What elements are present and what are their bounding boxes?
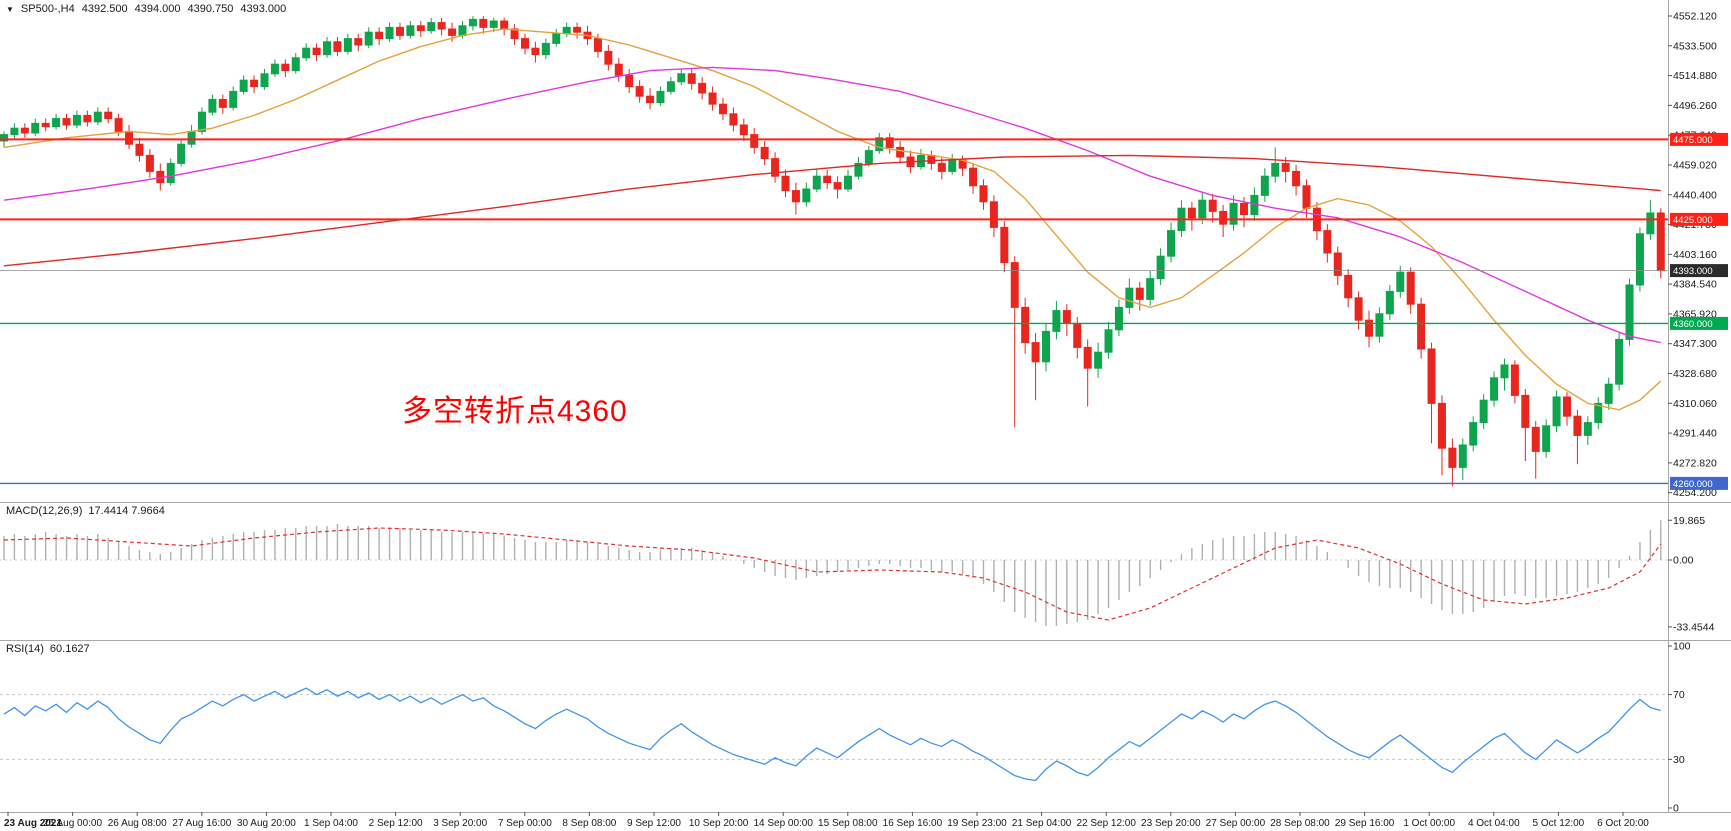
svg-text:4393.000: 4393.000 — [1673, 266, 1713, 277]
svg-text:23 Aug 2021: 23 Aug 2021 — [4, 818, 62, 829]
symbol-dropdown-icon[interactable]: ▼ — [6, 4, 14, 14]
macd-values: 17.4414 7.9664 — [88, 505, 165, 517]
svg-text:21 Sep 04:00: 21 Sep 04:00 — [1012, 818, 1072, 829]
svg-text:4272.820: 4272.820 — [1673, 457, 1717, 469]
svg-text:19.865: 19.865 — [1673, 515, 1705, 527]
svg-text:4310.060: 4310.060 — [1673, 398, 1717, 410]
svg-text:1 Sep 04:00: 1 Sep 04:00 — [304, 818, 358, 829]
svg-text:8 Sep 08:00: 8 Sep 08:00 — [562, 818, 616, 829]
quote-open: 4392.500 — [81, 3, 128, 15]
svg-text:4425.000: 4425.000 — [1673, 215, 1713, 226]
ma-fast-line — [3, 28, 1662, 411]
candles-layer — [0, 16, 1665, 487]
quote-close: 4393.000 — [240, 3, 287, 15]
svg-text:27 Sep 00:00: 27 Sep 00:00 — [1206, 818, 1266, 829]
symbol-title: SP500-,H4 — [20, 3, 75, 15]
svg-text:9 Sep 12:00: 9 Sep 12:00 — [627, 818, 681, 829]
svg-text:30: 30 — [1673, 754, 1685, 766]
quote-low: 4390.750 — [187, 3, 234, 15]
svg-text:4475.000: 4475.000 — [1673, 135, 1713, 146]
svg-text:14 Sep 00:00: 14 Sep 00:00 — [753, 818, 813, 829]
svg-text:4459.020: 4459.020 — [1673, 159, 1717, 171]
svg-text:25 Aug 00:00: 25 Aug 00:00 — [43, 818, 102, 829]
svg-text:28 Sep 08:00: 28 Sep 08:00 — [1270, 818, 1330, 829]
svg-text:4360.000: 4360.000 — [1673, 319, 1713, 330]
macd-indicator-label: MACD(12,26,9) 17.4414 7.9664 — [6, 505, 165, 517]
svg-text:4260.000: 4260.000 — [1673, 479, 1713, 490]
svg-text:6 Oct 20:00: 6 Oct 20:00 — [1597, 818, 1649, 829]
svg-text:15 Sep 08:00: 15 Sep 08:00 — [818, 818, 878, 829]
rsi-name: RSI(14) — [6, 643, 44, 655]
svg-text:100: 100 — [1673, 641, 1691, 653]
svg-text:16 Sep 16:00: 16 Sep 16:00 — [883, 818, 943, 829]
svg-text:7 Sep 00:00: 7 Sep 00:00 — [498, 818, 552, 829]
svg-text:27 Aug 16:00: 27 Aug 16:00 — [172, 818, 231, 829]
svg-text:4347.300: 4347.300 — [1673, 338, 1717, 350]
svg-text:19 Sep 23:00: 19 Sep 23:00 — [947, 818, 1007, 829]
hline-price-tag-4360[interactable]: 4360.000 — [1670, 316, 1728, 330]
ma-slow-line — [3, 154, 1661, 267]
svg-text:4254.200: 4254.200 — [1673, 487, 1717, 499]
svg-text:-33.4544: -33.4544 — [1673, 621, 1715, 633]
svg-text:4533.500: 4533.500 — [1673, 40, 1717, 52]
svg-text:4328.680: 4328.680 — [1673, 368, 1717, 380]
svg-text:5 Oct 12:00: 5 Oct 12:00 — [1533, 818, 1585, 829]
svg-text:4514.880: 4514.880 — [1673, 70, 1717, 82]
svg-text:0.00: 0.00 — [1673, 555, 1694, 567]
symbol-info-bar: ▼ SP500-,H4 4392.500 4394.000 4390.750 4… — [6, 3, 286, 15]
svg-text:22 Sep 12:00: 22 Sep 12:00 — [1076, 818, 1136, 829]
svg-text:70: 70 — [1673, 689, 1685, 701]
svg-text:4440.400: 4440.400 — [1673, 189, 1717, 201]
svg-text:4 Oct 04:00: 4 Oct 04:00 — [1468, 818, 1520, 829]
quote-high: 4394.000 — [134, 3, 181, 15]
hline-price-tag-4260[interactable]: 4260.000 — [1670, 476, 1728, 490]
current-price-tag[interactable]: 4393.000 — [1670, 264, 1728, 278]
macd-panel: 19.865 0.00 -33.4544 — [0, 515, 1715, 633]
svg-text:26 Aug 08:00: 26 Aug 08:00 — [108, 818, 167, 829]
svg-text:4403.160: 4403.160 — [1673, 249, 1717, 261]
rsi-value: 60.1627 — [49, 643, 90, 655]
svg-text:3 Sep 20:00: 3 Sep 20:00 — [433, 818, 487, 829]
svg-text:2 Sep 12:00: 2 Sep 12:00 — [369, 818, 423, 829]
svg-text:0: 0 — [1673, 803, 1679, 815]
svg-text:1 Oct 00:00: 1 Oct 00:00 — [1403, 818, 1455, 829]
ma-mid-line — [3, 66, 1661, 344]
annotation-text[interactable]: 多空转折点4360 — [402, 395, 628, 428]
svg-text:4552.120: 4552.120 — [1673, 11, 1717, 23]
svg-text:10 Sep 20:00: 10 Sep 20:00 — [689, 818, 749, 829]
svg-text:30 Aug 20:00: 30 Aug 20:00 — [237, 818, 296, 829]
svg-text:29 Sep 16:00: 29 Sep 16:00 — [1335, 818, 1395, 829]
rsi-line — [3, 687, 1661, 782]
hline-price-tag-4425[interactable]: 4425.000 — [1670, 212, 1728, 226]
hline-price-tag-4475[interactable]: 4475.000 — [1670, 132, 1728, 146]
macd-name: MACD(12,26,9) — [6, 505, 83, 517]
svg-text:4291.440: 4291.440 — [1673, 428, 1717, 440]
panel-separators — [0, 0, 1731, 813]
price-axis: 4552.1204533.5004514.8804496.2604477.640… — [1668, 11, 1717, 499]
svg-text:4384.540: 4384.540 — [1673, 279, 1717, 291]
svg-text:4496.260: 4496.260 — [1673, 100, 1717, 112]
rsi-panel: 100 70 30 0 — [0, 641, 1691, 815]
svg-text:23 Sep 20:00: 23 Sep 20:00 — [1141, 818, 1201, 829]
rsi-indicator-label: RSI(14) 60.1627 — [6, 643, 90, 655]
